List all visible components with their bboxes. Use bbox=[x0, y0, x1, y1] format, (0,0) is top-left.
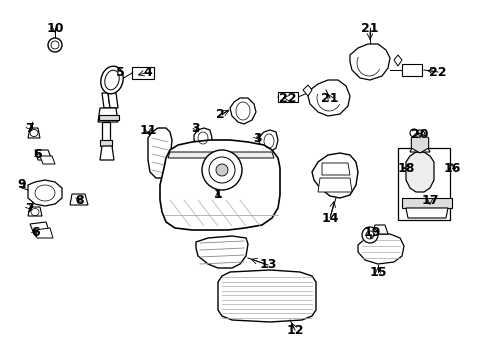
Polygon shape bbox=[371, 225, 387, 234]
Text: 19: 19 bbox=[363, 226, 380, 239]
Polygon shape bbox=[100, 146, 114, 160]
Text: 17: 17 bbox=[420, 194, 438, 207]
Text: 7: 7 bbox=[25, 202, 34, 215]
Circle shape bbox=[51, 41, 59, 49]
Ellipse shape bbox=[101, 66, 123, 94]
Polygon shape bbox=[28, 180, 62, 206]
Polygon shape bbox=[148, 128, 172, 178]
Polygon shape bbox=[303, 85, 311, 96]
Circle shape bbox=[208, 157, 235, 183]
Text: 21: 21 bbox=[361, 22, 378, 35]
Polygon shape bbox=[108, 93, 118, 108]
Polygon shape bbox=[196, 236, 247, 268]
Polygon shape bbox=[393, 55, 401, 66]
Text: 18: 18 bbox=[397, 162, 414, 175]
Polygon shape bbox=[28, 128, 40, 138]
Text: 12: 12 bbox=[285, 324, 303, 337]
Polygon shape bbox=[349, 44, 389, 80]
Text: 2: 2 bbox=[215, 108, 224, 122]
Polygon shape bbox=[405, 208, 447, 218]
Text: 16: 16 bbox=[443, 162, 460, 175]
Polygon shape bbox=[307, 80, 349, 116]
Text: 4: 4 bbox=[143, 66, 152, 78]
Text: 9: 9 bbox=[18, 179, 26, 192]
Polygon shape bbox=[357, 234, 403, 264]
Text: 7: 7 bbox=[25, 122, 34, 135]
Polygon shape bbox=[99, 115, 119, 120]
Text: 20: 20 bbox=[410, 129, 428, 141]
Text: 5: 5 bbox=[115, 66, 124, 78]
Circle shape bbox=[216, 164, 227, 176]
Polygon shape bbox=[35, 228, 53, 238]
Text: 11: 11 bbox=[139, 123, 157, 136]
Circle shape bbox=[48, 38, 62, 52]
Polygon shape bbox=[30, 222, 50, 234]
Polygon shape bbox=[40, 156, 55, 164]
Circle shape bbox=[414, 130, 424, 140]
Polygon shape bbox=[218, 270, 315, 322]
Circle shape bbox=[202, 150, 242, 190]
Text: 14: 14 bbox=[321, 211, 338, 225]
Polygon shape bbox=[410, 133, 428, 153]
FancyBboxPatch shape bbox=[397, 148, 449, 220]
Polygon shape bbox=[168, 152, 273, 158]
Polygon shape bbox=[98, 108, 118, 122]
Polygon shape bbox=[28, 207, 42, 216]
Text: 6: 6 bbox=[34, 148, 42, 162]
Polygon shape bbox=[405, 152, 433, 192]
Polygon shape bbox=[70, 194, 88, 205]
Text: 3: 3 bbox=[253, 131, 262, 144]
Polygon shape bbox=[321, 163, 349, 175]
Polygon shape bbox=[100, 140, 112, 146]
Text: 21: 21 bbox=[321, 91, 338, 104]
FancyBboxPatch shape bbox=[278, 92, 297, 102]
FancyBboxPatch shape bbox=[401, 64, 421, 76]
Text: 8: 8 bbox=[76, 194, 84, 207]
Polygon shape bbox=[35, 150, 52, 160]
Text: 22: 22 bbox=[279, 91, 296, 104]
Polygon shape bbox=[102, 122, 110, 145]
Ellipse shape bbox=[104, 70, 119, 90]
Polygon shape bbox=[229, 98, 256, 124]
Polygon shape bbox=[317, 178, 351, 192]
Text: 1: 1 bbox=[213, 189, 222, 202]
Text: 15: 15 bbox=[368, 266, 386, 279]
Text: 10: 10 bbox=[46, 22, 63, 35]
Circle shape bbox=[361, 227, 377, 243]
Polygon shape bbox=[401, 198, 451, 208]
Polygon shape bbox=[311, 153, 357, 198]
Circle shape bbox=[365, 231, 373, 239]
Circle shape bbox=[409, 129, 417, 137]
Polygon shape bbox=[409, 148, 429, 152]
Text: 13: 13 bbox=[259, 258, 276, 271]
Text: 22: 22 bbox=[428, 66, 446, 78]
Polygon shape bbox=[194, 128, 212, 148]
FancyBboxPatch shape bbox=[132, 67, 154, 79]
Polygon shape bbox=[258, 130, 278, 152]
Polygon shape bbox=[102, 93, 110, 108]
Text: 3: 3 bbox=[191, 122, 200, 135]
Polygon shape bbox=[160, 140, 280, 230]
Text: 6: 6 bbox=[32, 225, 40, 238]
